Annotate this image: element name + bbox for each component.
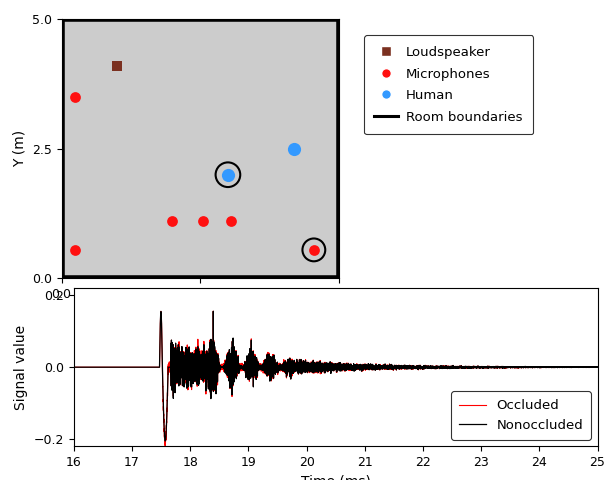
Line: Nonoccluded: Nonoccluded [74, 311, 598, 441]
Y-axis label: Y (m): Y (m) [12, 130, 26, 168]
Occluded [70, 364, 78, 370]
Nonoccluded [100, 364, 108, 370]
Line: Occluded: Occluded [74, 311, 598, 446]
Occluded [594, 364, 601, 370]
Point [290, 145, 299, 153]
Occluded [585, 364, 593, 370]
Legend: Occluded, Nonoccluded: Occluded, Nonoccluded [452, 391, 591, 440]
Point [309, 246, 319, 254]
Nonoccluded [161, 438, 169, 444]
Point [168, 217, 177, 225]
Occluded [161, 443, 169, 449]
Y-axis label: Signal value: Signal value [14, 324, 28, 410]
Point [223, 171, 233, 179]
X-axis label: X (m): X (m) [181, 307, 219, 321]
Point [223, 171, 233, 179]
Nonoccluded [391, 365, 398, 371]
Nonoccluded [399, 364, 406, 370]
Nonoccluded [585, 364, 593, 370]
Nonoccluded [210, 351, 217, 357]
Legend: Loudspeaker, Microphones, Human, Room boundaries: Loudspeaker, Microphones, Human, Room bo… [364, 36, 533, 134]
Occluded [209, 308, 217, 314]
Nonoccluded [70, 364, 78, 370]
Point [71, 246, 81, 254]
Nonoccluded [209, 308, 217, 314]
Occluded [210, 348, 217, 354]
Point [71, 93, 81, 101]
Point [198, 217, 208, 225]
Point [112, 62, 122, 70]
Occluded [399, 364, 406, 370]
Point [309, 246, 319, 254]
Occluded [100, 364, 108, 370]
X-axis label: Time (ms): Time (ms) [301, 475, 371, 480]
Occluded [391, 365, 398, 371]
Occluded [484, 364, 491, 370]
Nonoccluded [594, 364, 601, 370]
Nonoccluded [484, 364, 491, 370]
Point [225, 217, 235, 225]
